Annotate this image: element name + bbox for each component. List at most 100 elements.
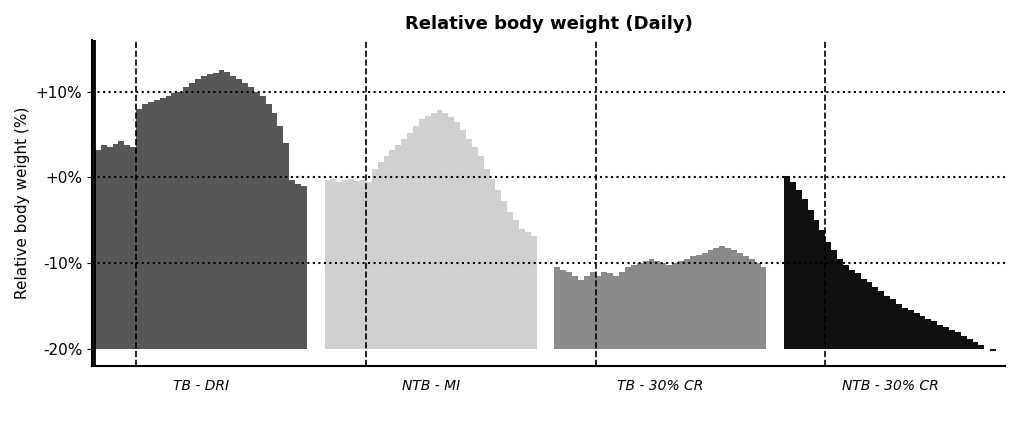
Bar [466,139,472,349]
Bar [400,139,407,349]
Bar [453,122,460,349]
Bar [366,182,371,349]
Bar [271,113,277,349]
Bar [124,145,130,349]
Bar [177,91,183,349]
Bar [566,272,572,349]
Bar [242,83,248,349]
Bar [430,113,436,349]
Bar [654,262,659,349]
Bar [631,265,636,349]
Bar [642,262,648,349]
Bar [224,72,230,349]
Bar [218,70,224,349]
Bar [342,180,347,349]
Bar [442,113,448,349]
Bar [195,79,201,349]
Y-axis label: Relative body weight (%): Relative body weight (%) [15,107,30,299]
Bar [731,250,737,349]
Bar [625,267,631,349]
Bar [171,93,177,349]
Bar [559,270,566,349]
Bar [701,253,707,349]
Bar [525,232,530,349]
Bar [578,280,583,349]
Bar [689,256,695,349]
Bar [860,278,866,349]
Bar [500,201,506,349]
Text: NTB - 30% CR: NTB - 30% CR [841,379,937,393]
Bar [707,250,712,349]
Bar [589,272,595,349]
Bar [377,162,383,349]
Bar [283,143,289,349]
Bar [954,332,960,349]
Bar [495,190,500,349]
Bar [901,308,907,349]
Bar [483,169,489,349]
Bar [930,321,936,349]
Bar [943,327,948,349]
Bar [413,126,419,349]
Bar [371,169,377,349]
Bar [553,267,559,349]
Bar [265,104,271,349]
Bar [130,147,136,349]
Bar [154,100,160,349]
Bar [189,83,195,349]
Bar [294,184,301,349]
Bar [784,176,789,349]
Bar [118,141,124,349]
Bar [748,259,754,349]
Bar [606,274,612,349]
Bar [513,220,519,349]
Bar [672,263,678,349]
Bar [572,276,578,349]
Bar [519,229,525,349]
Bar [95,150,101,349]
Bar [966,338,972,349]
Bar [854,274,860,349]
Bar [890,299,895,349]
Title: Relative body weight (Daily): Relative body weight (Daily) [405,15,692,33]
Bar [148,102,154,349]
Bar [866,282,871,349]
Bar [424,115,430,349]
Bar [477,156,483,349]
Bar [230,76,236,349]
Bar [813,220,818,349]
Bar [936,325,943,349]
Bar [789,182,795,349]
Bar [678,262,684,349]
Bar [977,345,983,349]
Bar [101,145,107,349]
Bar [907,310,913,349]
Bar [695,254,701,349]
Bar [448,117,453,349]
Bar [336,182,342,349]
Bar [419,119,424,349]
Bar [383,156,389,349]
Bar [760,267,765,349]
Bar [506,212,513,349]
Bar [324,180,330,349]
Bar [530,236,536,349]
Bar [107,147,112,349]
Bar [648,259,654,349]
Bar [142,104,148,349]
Bar [489,179,495,349]
Bar [919,316,924,349]
Bar [801,199,807,349]
Bar [795,190,801,349]
Bar [330,179,336,349]
Text: NTB - MI: NTB - MI [401,379,460,393]
Bar [848,270,854,349]
Bar [301,186,307,349]
Bar [619,272,625,349]
Bar [807,210,813,349]
Bar [725,248,731,349]
Bar [948,330,954,349]
Bar [913,313,919,349]
Bar [201,76,207,349]
Bar [112,144,118,349]
